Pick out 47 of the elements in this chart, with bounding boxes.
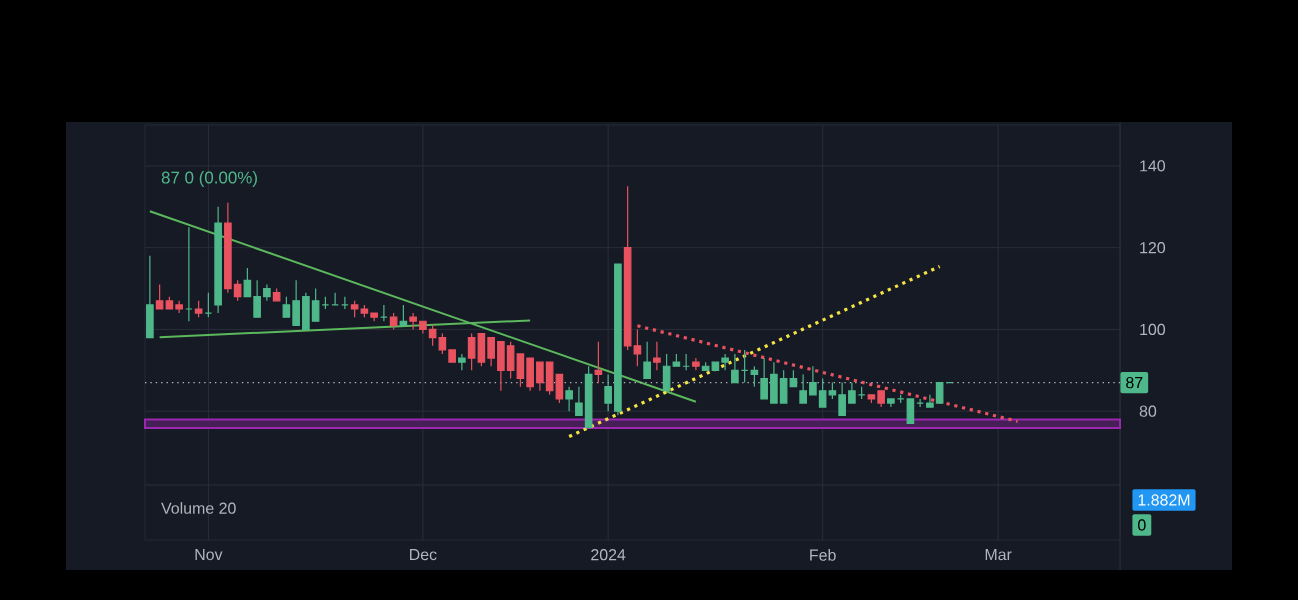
candlestick	[487, 337, 495, 367]
candlestick	[848, 381, 856, 404]
candlestick	[282, 296, 291, 318]
candlestick	[799, 373, 807, 404]
x-tick-label: 2024	[591, 549, 626, 561]
candlestick	[458, 353, 466, 371]
candlestick	[399, 304, 408, 326]
candlestick	[731, 353, 739, 384]
candlestick	[565, 386, 573, 412]
candlestick	[818, 377, 827, 408]
text: 0	[1138, 519, 1146, 531]
candlestick	[409, 312, 417, 331]
text: 1.882M	[1138, 494, 1190, 506]
candlestick	[838, 381, 846, 416]
annotation: Volume 20	[161, 502, 236, 514]
y-tick-label: 140	[1140, 160, 1166, 172]
ref-line-label: 87	[1126, 376, 1143, 389]
x-tick-label: Feb	[810, 549, 836, 561]
candlestick	[233, 279, 242, 302]
candlestick	[243, 267, 252, 298]
candlestick	[750, 365, 759, 388]
x-tick-label: Dec	[410, 549, 437, 561]
candlestick	[467, 332, 476, 371]
y-tick-label: 80	[1139, 405, 1157, 417]
candlestick	[760, 357, 768, 400]
candlestick	[604, 373, 612, 412]
candlestick	[428, 324, 437, 347]
text: 87 0 (0.00%)	[161, 171, 257, 187]
candlestick	[633, 328, 642, 367]
candlestick	[575, 386, 583, 416]
x-tick-label: Mar	[985, 549, 1012, 561]
candlestick	[935, 381, 944, 404]
y-tick-label: 120	[1140, 242, 1166, 254]
candlestick	[155, 283, 164, 310]
candlestick	[643, 341, 651, 380]
candlestick	[594, 341, 603, 384]
candlestick	[653, 341, 661, 371]
candlestick	[721, 353, 729, 371]
y-tick-label: 100	[1140, 323, 1166, 336]
candlestick	[809, 365, 817, 396]
candlestick	[204, 292, 213, 318]
candlestick	[536, 361, 544, 392]
candlestick	[926, 394, 934, 408]
candlestick	[311, 287, 320, 322]
candlestick	[438, 332, 447, 355]
candlestick	[253, 279, 261, 318]
x-tick-label: Nov	[195, 549, 223, 561]
